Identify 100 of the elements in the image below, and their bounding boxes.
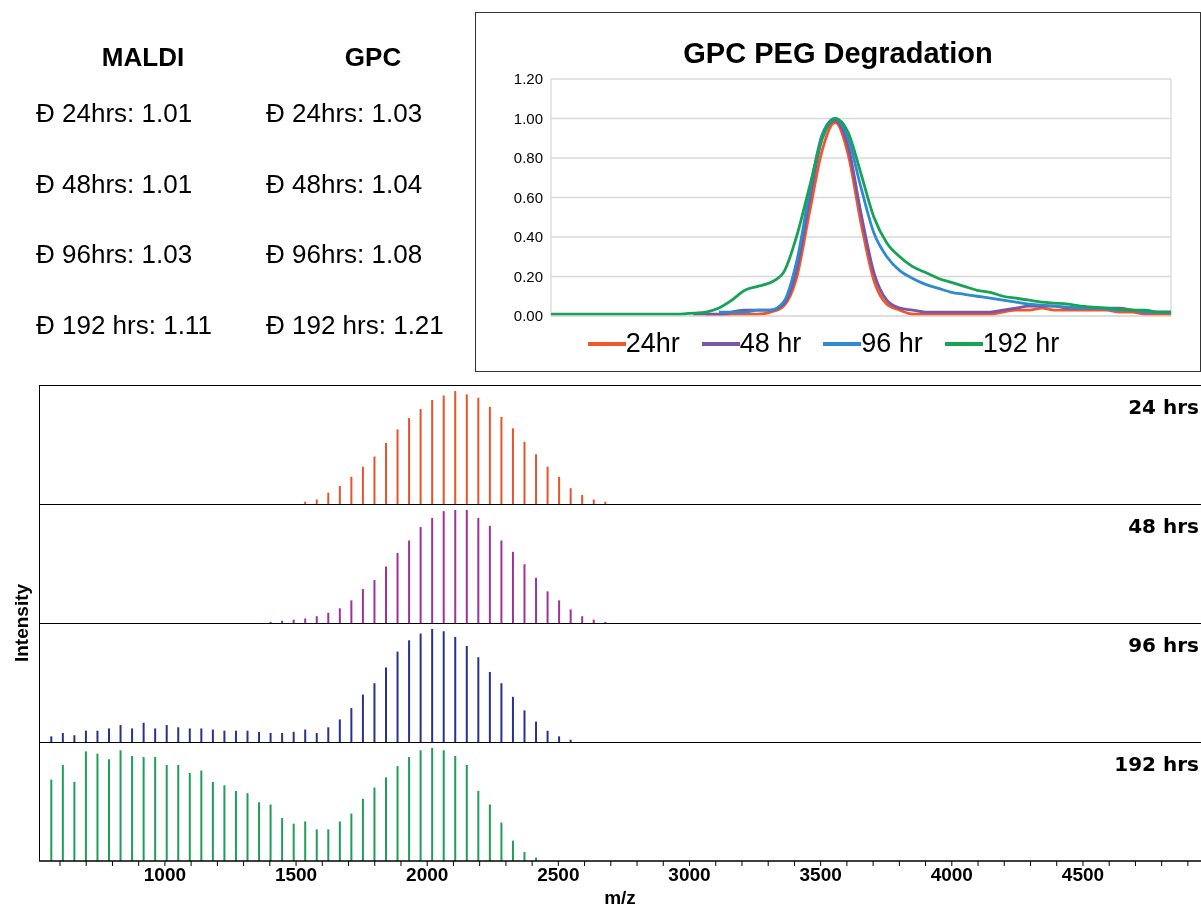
x-tick-label: 3000 [668, 864, 711, 886]
bar [419, 409, 422, 504]
bar [304, 821, 307, 861]
bar [200, 770, 203, 861]
bar [419, 750, 422, 861]
bar [304, 618, 307, 623]
bar [558, 736, 561, 742]
bar [396, 552, 399, 623]
bar [361, 589, 364, 623]
bar [488, 525, 491, 623]
x-tick-label: 4000 [930, 864, 973, 886]
bar [234, 790, 237, 861]
y-tick-label: 1.00 [513, 109, 543, 127]
text: Đ 96hrs: 1.03 [36, 239, 194, 270]
bar [361, 694, 364, 742]
bar [384, 777, 387, 861]
bar [292, 823, 295, 861]
y-tick-label: 1.20 [513, 70, 543, 88]
text: Đ 96hrs: 1.08 [266, 239, 424, 270]
bar [258, 731, 261, 742]
bar [177, 764, 180, 861]
bar [188, 772, 191, 861]
chart-title: GPC PEG Degradation [682, 37, 994, 70]
x-tick-label: 3500 [799, 864, 842, 886]
bar [269, 732, 272, 742]
bar [523, 441, 526, 504]
bar [442, 750, 445, 861]
legend-label: 24hr [625, 328, 680, 359]
bar [327, 492, 330, 504]
bar [350, 600, 353, 623]
bar [350, 813, 353, 861]
text: MALDI [100, 42, 186, 73]
bar [211, 729, 214, 742]
text: 24 hrs [1128, 395, 1199, 419]
bar [558, 476, 561, 504]
bar [350, 708, 353, 742]
bar [558, 600, 561, 623]
bar [211, 781, 214, 861]
bar [535, 577, 538, 623]
bar [258, 802, 261, 861]
bar [500, 683, 503, 742]
y-tick-label: 0.20 [513, 267, 543, 285]
bar [592, 499, 595, 504]
bar [73, 735, 76, 742]
bar [477, 397, 480, 504]
bar [396, 766, 399, 861]
bar [269, 804, 272, 861]
bar [119, 750, 122, 861]
x-tick-label: 1000 [143, 864, 187, 886]
bar [327, 612, 330, 623]
text: Đ 48hrs: 1.01 [36, 168, 194, 200]
bar [108, 759, 110, 861]
bar [315, 732, 318, 742]
bar [350, 476, 353, 504]
bar [384, 442, 387, 504]
bar [465, 394, 468, 504]
bar [454, 391, 457, 504]
text: 96 hrs [1128, 633, 1199, 657]
bar [142, 757, 145, 861]
bar [338, 821, 341, 861]
bar [419, 633, 422, 742]
bar [73, 781, 76, 861]
bar [50, 736, 53, 742]
text: Đ 24hrs: 1.01 [36, 98, 194, 129]
bar [465, 645, 468, 742]
bar [165, 764, 168, 861]
bar [338, 485, 341, 504]
bar [523, 564, 526, 623]
bar [419, 526, 422, 623]
bar [546, 466, 549, 504]
bar [281, 732, 284, 742]
legend-label: 48 hr [739, 328, 802, 359]
bar [523, 710, 526, 742]
bar [315, 499, 318, 504]
legend-label: 192 hr [982, 328, 1060, 359]
bar [304, 729, 307, 742]
text: Đ 24hrs: 1.03 [266, 98, 424, 129]
y-axis-title: Intensity [11, 583, 33, 663]
text: Đ 48hrs: 1.04 [266, 168, 424, 200]
bar [500, 416, 503, 504]
bar [477, 657, 480, 742]
bar [442, 395, 445, 504]
bar [546, 591, 549, 623]
bar [535, 454, 538, 504]
bar [511, 840, 514, 861]
bar [373, 456, 376, 504]
bar [61, 764, 64, 861]
bar [477, 517, 480, 623]
bar [500, 540, 503, 623]
bar [454, 636, 457, 742]
bar [465, 510, 468, 623]
y-tick-label: 0.60 [513, 188, 543, 206]
bar [315, 829, 318, 861]
text: 48 hrs [1128, 514, 1199, 538]
bar [131, 728, 134, 742]
bar [396, 651, 399, 742]
bar [96, 753, 99, 861]
bar [315, 616, 318, 623]
bar [131, 755, 134, 861]
x-tick-label: 2500 [537, 864, 580, 886]
